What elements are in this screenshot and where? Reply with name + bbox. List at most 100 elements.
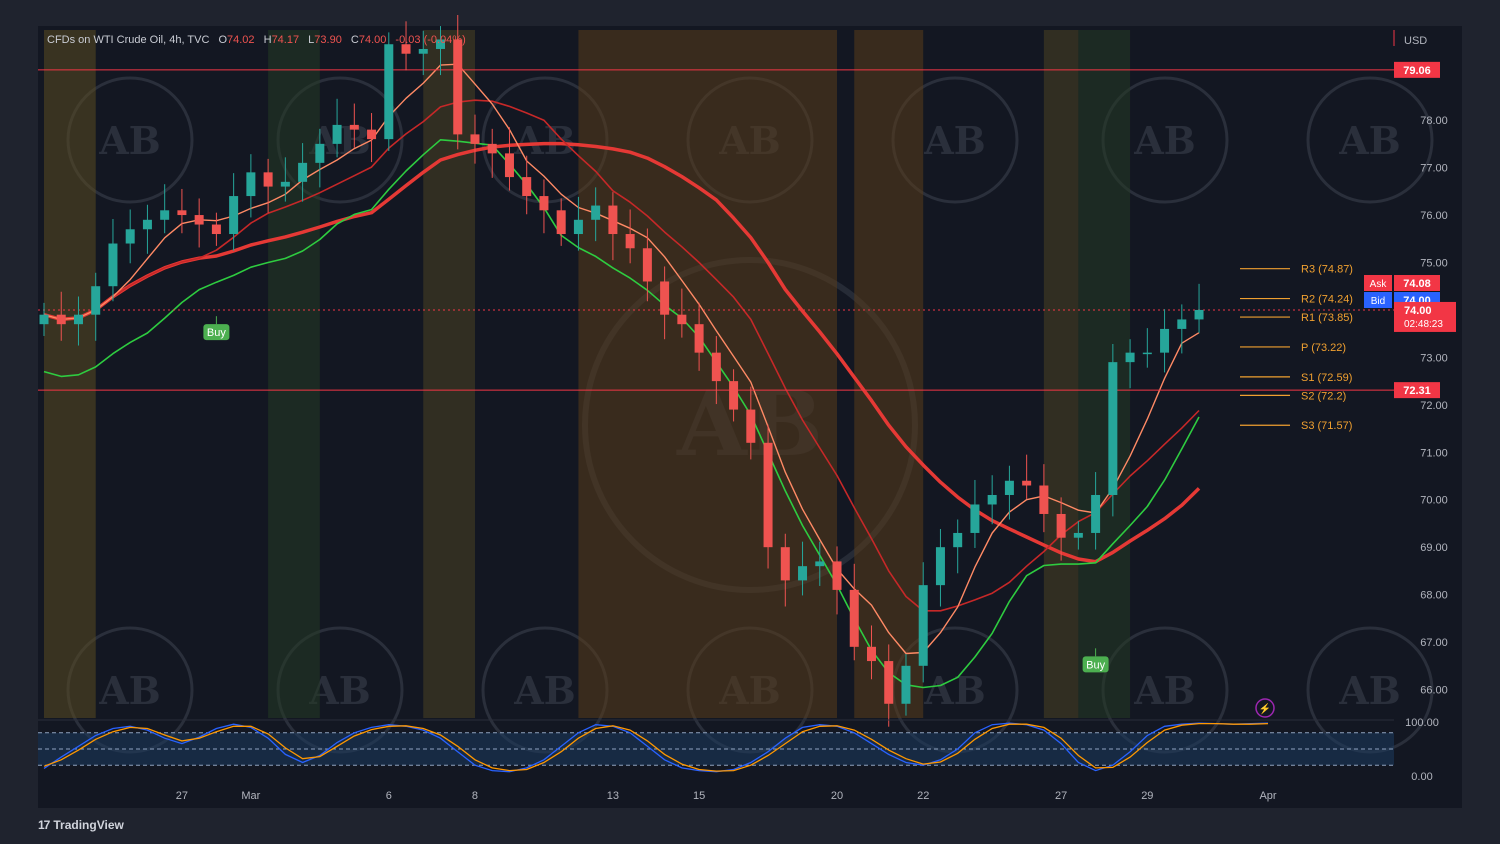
candle-body (332, 124, 342, 144)
ask-price: 74.08 (1403, 278, 1431, 290)
candle-body (642, 248, 652, 282)
watermark-text: AB (1133, 668, 1196, 713)
bid-label: Bid (1371, 296, 1385, 307)
candle-body (504, 153, 514, 178)
candle-body (487, 143, 497, 154)
candle-body (780, 547, 790, 581)
bid-tag (1364, 292, 1392, 308)
price-axis-label: 73.00 (1420, 352, 1448, 364)
time-axis-label: 15 (693, 790, 705, 802)
candle-body (142, 219, 152, 230)
buy-signal-box (1082, 656, 1109, 673)
tradingview-logo[interactable]: 17 TradingView (38, 818, 124, 832)
axis-currency: USD (1404, 35, 1427, 47)
candle-body (815, 561, 825, 567)
time-axis-label: 27 (176, 790, 188, 802)
countdown-label: 02:48:23 (1404, 319, 1443, 330)
legend-change-pct: (-0.04%) (423, 34, 466, 46)
watermark-seal (1306, 76, 1434, 204)
candle-body (108, 243, 118, 287)
ask-tag (1364, 275, 1392, 291)
legend-close: 74.00 (358, 34, 387, 46)
time-axis-label: 20 (831, 790, 843, 802)
time-axis-label: 29 (1141, 790, 1153, 802)
candle-body (1073, 532, 1083, 538)
candle-body (660, 281, 670, 315)
time-axis-label: 13 (607, 790, 619, 802)
candle-body (1091, 494, 1101, 533)
time-axis-label: 8 (472, 790, 478, 802)
price-axis: USD 78.00 77.00 76.00 75.00 74.00 73.00 72.00 71… (1364, 30, 1456, 783)
ask-label: Ask (1370, 279, 1388, 290)
candle-body (1177, 319, 1187, 329)
candle-body (711, 352, 721, 382)
candle-body (211, 224, 221, 235)
candle-body (763, 442, 773, 548)
moving-average-mid (43, 99, 1200, 612)
candle-body (625, 234, 635, 249)
candle-body (367, 129, 377, 140)
candle-body (729, 381, 739, 410)
candle-body (591, 205, 601, 220)
candle-body (832, 561, 842, 590)
trend-band (268, 30, 320, 718)
trailing-stop-line (43, 139, 1200, 689)
candle-body (1022, 480, 1032, 486)
candle-body (436, 39, 446, 49)
watermark-text: AB (923, 118, 986, 163)
legend-close-label: C (350, 34, 359, 46)
candle-body (866, 646, 876, 662)
alert-icon (1255, 698, 1275, 718)
legend-low-label: L (308, 34, 315, 46)
stochastic-axis-bottom: 0.00 (1411, 771, 1432, 783)
candle-body (1160, 328, 1170, 353)
candle-body (953, 532, 963, 548)
tradingview-icon: 17 (38, 818, 50, 832)
pivot-label: P (73.22) (1301, 342, 1346, 354)
pivot-label: R2 (74.24) (1301, 294, 1353, 306)
buy-signal: Buy (1082, 656, 1109, 673)
legend-low: 73.90 (314, 34, 342, 46)
candle-body (1194, 309, 1204, 320)
candle-body (884, 661, 894, 704)
candle-body (263, 172, 273, 187)
candle-body (1056, 513, 1066, 538)
watermark-text: AB (513, 668, 576, 713)
candle-body (573, 219, 583, 235)
price-axis-label: 71.00 (1420, 447, 1448, 459)
watermark-text: AB (1133, 118, 1196, 163)
candle-body (56, 314, 66, 325)
watermark-text: AB (1338, 668, 1401, 713)
candle-body (91, 286, 101, 315)
candle-body (1125, 352, 1135, 363)
candle-body (1039, 485, 1049, 514)
chart-legend: CFDs on WTI Crude Oil, 4h, TVC O74.02 H7… (47, 34, 466, 46)
legend-change: -0.03 (395, 34, 421, 46)
pivot-label: R1 (73.85) (1301, 312, 1353, 324)
time-axis-label: Mar (241, 790, 260, 802)
candle-body (298, 162, 308, 182)
ask-price-tag (1394, 275, 1440, 291)
candle-body (73, 314, 83, 325)
candle-body (746, 409, 756, 443)
candle-body (177, 210, 187, 216)
moving-average-slow (43, 141, 1201, 564)
candle-body (918, 585, 928, 666)
price-level-tag (1394, 61, 1440, 78)
legend-high: 74.17 (271, 34, 300, 46)
watermark-text: AB (98, 118, 161, 163)
watermark-text: AB (98, 668, 161, 713)
stochastic-d-line (43, 722, 1269, 772)
trend-band (1043, 30, 1079, 718)
candle-body (1142, 352, 1152, 355)
price-level-tag-label: 72.31 (1403, 385, 1431, 397)
legend-symbol: CFDs on WTI Crude Oil, 4h, TVC (47, 34, 210, 46)
price-axis-label: 68.00 (1420, 590, 1448, 602)
candle-body (418, 48, 428, 54)
candle-body (522, 177, 532, 197)
candle-body (935, 547, 945, 586)
candle-body (125, 229, 135, 244)
candle-body (194, 215, 204, 225)
legend-open: 74.02 (227, 34, 255, 46)
